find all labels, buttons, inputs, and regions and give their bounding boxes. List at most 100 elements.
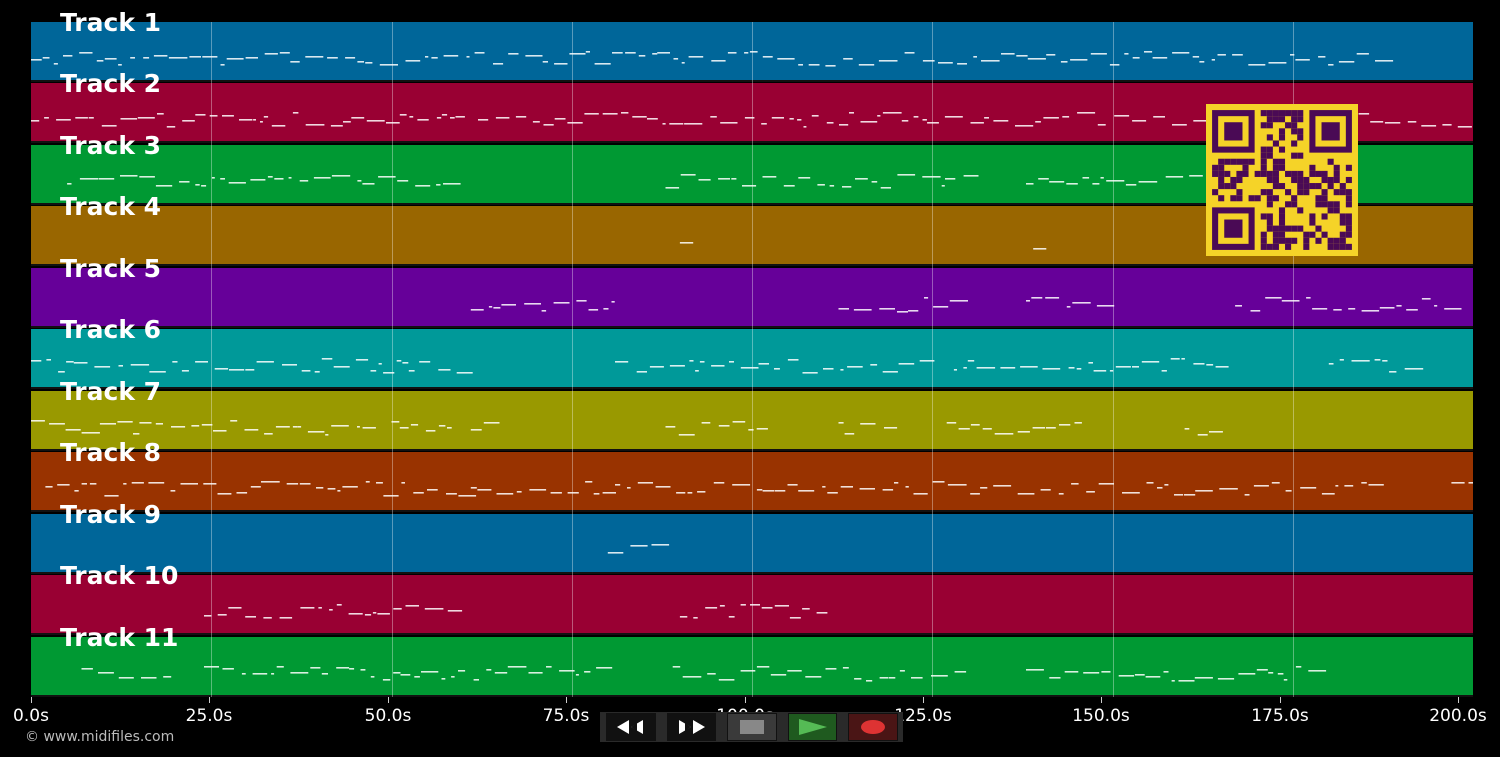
track-lane-11[interactable]: Track 11: [31, 623, 1473, 697]
note-mark: [749, 51, 758, 53]
note-mark: [290, 61, 300, 63]
note-mark: [1066, 306, 1071, 308]
note-mark: [1457, 126, 1472, 128]
note-mark: [680, 174, 696, 176]
note-mark: [120, 118, 138, 120]
rewind-button[interactable]: [606, 713, 656, 741]
note-mark: [123, 483, 127, 485]
qr-module: [1285, 122, 1292, 129]
note-mark: [1312, 308, 1328, 310]
track-lane-6[interactable]: Track 6: [31, 315, 1473, 389]
qr-module: [1272, 110, 1279, 117]
note-mark: [849, 112, 854, 114]
qr-module: [1278, 183, 1286, 190]
note-mark: [1092, 183, 1100, 185]
note-mark: [585, 51, 590, 53]
note-mark: [386, 122, 400, 124]
qr-module: [1218, 176, 1225, 184]
axis-tick: [1280, 697, 1281, 703]
note-mark: [168, 57, 188, 59]
note-mark: [447, 610, 463, 612]
qr-module: [1248, 158, 1255, 165]
note-mark: [372, 612, 377, 614]
note-mark: [1016, 55, 1028, 57]
track-lane-10[interactable]: Track 10: [31, 561, 1473, 635]
qr-module: [1303, 243, 1310, 250]
play-icon: [798, 719, 827, 735]
note-mark: [443, 55, 459, 57]
qr-module: [1272, 183, 1279, 190]
note-mark: [1124, 53, 1129, 55]
note-mark: [922, 176, 941, 178]
note-mark: [58, 371, 65, 373]
note-mark: [638, 55, 646, 57]
qr-module: [1327, 183, 1334, 190]
play-button[interactable]: [787, 713, 838, 741]
qr-module: [1218, 158, 1225, 165]
note-mark: [740, 670, 756, 672]
stop-button[interactable]: [727, 713, 777, 741]
note-mark: [244, 429, 259, 431]
note-mark: [682, 676, 702, 678]
note-mark: [1389, 371, 1397, 373]
qr-module: [1297, 110, 1304, 117]
note-mark: [275, 426, 290, 428]
track-label: Track 9: [60, 500, 162, 529]
note-mark: [1444, 308, 1462, 310]
track-lane-9[interactable]: Track 9: [31, 500, 1473, 574]
note-mark: [805, 676, 822, 678]
track-lane-8[interactable]: Track 8: [31, 438, 1473, 512]
note-mark: [1250, 310, 1261, 312]
note-mark: [195, 184, 200, 186]
qr-module: [1327, 243, 1334, 250]
note-mark: [378, 176, 396, 178]
track-lane-5[interactable]: Track 5: [31, 254, 1473, 328]
note-mark: [1434, 305, 1438, 307]
qr-module: [1303, 237, 1310, 244]
note-mark: [417, 119, 429, 121]
note-mark: [56, 119, 71, 121]
note-mark: [1295, 59, 1310, 61]
note-pattern: [45, 481, 1473, 497]
qr-module: [1242, 164, 1249, 171]
qr-module: [1309, 213, 1316, 220]
note-mark: [357, 180, 362, 182]
record-button[interactable]: [848, 713, 898, 741]
note-mark: [945, 178, 956, 180]
note-mark: [139, 422, 152, 424]
qr-module: [1285, 201, 1292, 208]
note-mark: [327, 57, 338, 59]
qr-module: [1212, 164, 1219, 171]
note-mark: [305, 56, 324, 58]
note-mark: [602, 492, 616, 494]
qr-module: [1339, 183, 1346, 190]
note-mark: [713, 482, 725, 484]
qr-module: [1291, 176, 1298, 184]
qr-module: [1309, 170, 1316, 177]
qr-module: [1285, 243, 1292, 250]
note-mark: [1070, 59, 1088, 61]
note-mark: [1211, 59, 1215, 61]
note-mark: [360, 669, 366, 671]
track-lane-7[interactable]: Track 7: [31, 377, 1473, 451]
fast-forward-button[interactable]: [666, 713, 717, 741]
note-mark: [181, 370, 189, 372]
track-lane-1[interactable]: Track 1: [31, 8, 1473, 82]
note-mark: [585, 481, 593, 483]
note-mark: [984, 117, 989, 119]
qr-module: [1266, 116, 1273, 123]
note-mark: [1015, 125, 1034, 127]
track-label: Track 3: [60, 131, 162, 160]
note-mark: [473, 679, 479, 681]
qr-code[interactable]: [1206, 104, 1358, 256]
axis-tick: [1101, 697, 1102, 703]
qr-module: [1297, 152, 1304, 159]
note-mark: [1000, 367, 1016, 369]
note-mark: [1017, 493, 1035, 495]
note-mark: [342, 486, 358, 488]
note-mark: [1072, 302, 1091, 304]
note-mark: [1235, 305, 1242, 307]
note-mark: [74, 490, 79, 492]
note-mark: [797, 119, 802, 121]
note-mark: [336, 604, 342, 606]
